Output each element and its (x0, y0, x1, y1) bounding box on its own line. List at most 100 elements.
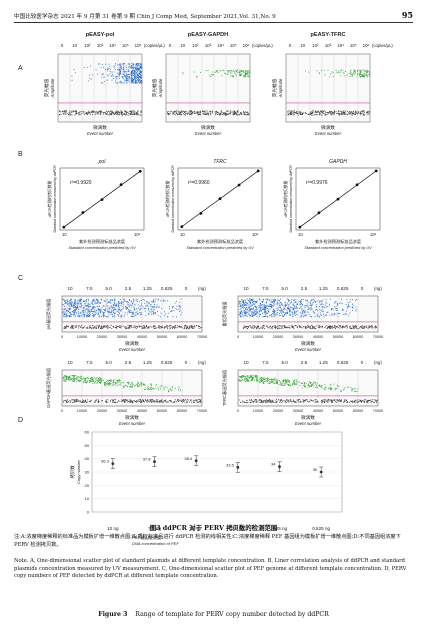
droplet (292, 315, 294, 317)
droplet (70, 300, 72, 301)
droplet (136, 82, 138, 84)
droplet (355, 306, 357, 308)
droplet (253, 401, 255, 402)
droplet (220, 111, 222, 112)
droplet (238, 303, 240, 305)
droplet (331, 308, 333, 310)
droplet (270, 325, 271, 327)
droplet (153, 326, 155, 327)
droplet (136, 65, 138, 67)
droplet (281, 303, 283, 305)
droplet (284, 305, 286, 307)
droplet (222, 114, 224, 116)
droplet (246, 380, 248, 382)
droplet (282, 315, 284, 317)
droplet (240, 112, 242, 114)
droplet (270, 378, 272, 380)
droplet (140, 76, 142, 78)
droplet (356, 76, 358, 78)
droplet (349, 112, 350, 114)
droplet (290, 302, 292, 304)
droplet (313, 299, 315, 301)
droplet (181, 114, 183, 116)
droplet (89, 113, 91, 115)
droplet (353, 111, 354, 112)
droplet (245, 325, 247, 327)
droplet (126, 79, 128, 81)
droplet (295, 384, 297, 385)
droplet (100, 311, 101, 313)
droplet (302, 327, 304, 329)
droplet (305, 399, 307, 400)
droplet (171, 326, 173, 328)
droplet (203, 110, 205, 112)
droplet (147, 400, 149, 402)
droplet (260, 310, 261, 312)
droplet (249, 399, 250, 401)
conc-label: 2.5 (125, 286, 132, 291)
positive-droplets (305, 70, 310, 73)
droplet (136, 70, 138, 72)
droplet (329, 113, 331, 115)
droplet (290, 306, 292, 308)
droplet (76, 302, 78, 304)
droplet (162, 300, 164, 302)
droplet (128, 79, 130, 81)
droplet (153, 299, 155, 301)
droplet (343, 401, 345, 403)
droplet (295, 112, 297, 114)
droplet (319, 301, 321, 302)
droplet (66, 312, 68, 314)
droplet (128, 299, 130, 300)
droplet (294, 384, 296, 386)
droplet (133, 68, 134, 70)
droplet (97, 314, 99, 315)
droplet (63, 299, 65, 301)
droplet (311, 308, 313, 310)
droplet (331, 71, 333, 73)
droplet (242, 306, 243, 308)
droplet (279, 304, 281, 306)
droplet (359, 71, 361, 73)
droplet (350, 111, 352, 113)
droplet (70, 312, 72, 314)
droplet (333, 327, 335, 329)
droplet (124, 79, 126, 81)
droplet (361, 400, 363, 402)
droplet (159, 327, 161, 329)
droplet (336, 326, 337, 327)
droplet (71, 304, 72, 306)
droplet (316, 401, 318, 403)
droplet (267, 377, 268, 379)
droplet (283, 315, 285, 317)
droplet (260, 310, 262, 312)
positive-droplets (118, 63, 131, 84)
plot-b-frame (59, 167, 145, 231)
droplet (129, 76, 130, 78)
droplet (266, 305, 268, 307)
droplet (125, 77, 127, 79)
droplet (85, 400, 86, 401)
x-tick: 10⁵ (370, 232, 377, 237)
droplet (336, 303, 338, 305)
droplet (126, 308, 127, 310)
droplet (137, 66, 138, 68)
droplet (147, 308, 149, 309)
droplet (94, 377, 96, 379)
droplet (246, 376, 248, 378)
droplet (262, 300, 264, 302)
droplet (225, 112, 226, 114)
xlabel-cn: 微滴数 (93, 124, 107, 131)
droplet (233, 71, 235, 72)
droplet (157, 327, 159, 329)
droplet (180, 399, 182, 401)
droplet (301, 113, 303, 114)
droplet (168, 113, 170, 115)
droplet (131, 311, 133, 313)
droplet (274, 327, 276, 328)
droplet (267, 327, 268, 329)
droplet (334, 110, 335, 112)
droplet (92, 306, 94, 308)
data-point (199, 212, 203, 215)
droplet (118, 73, 120, 75)
